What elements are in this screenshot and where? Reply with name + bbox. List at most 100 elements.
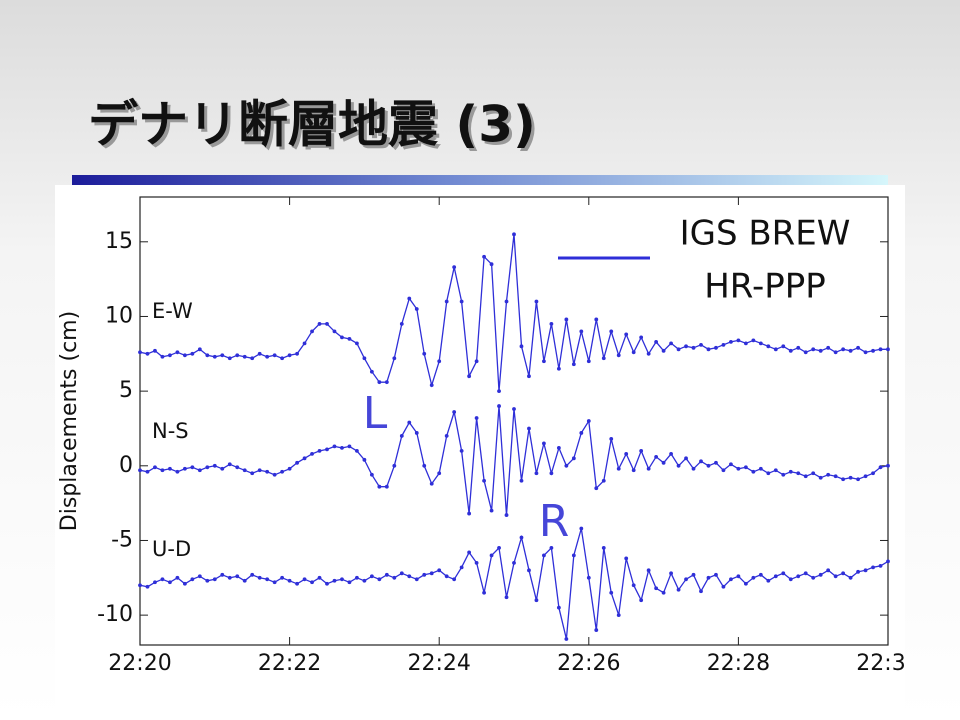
trace-point bbox=[347, 444, 352, 449]
trace-point bbox=[833, 350, 838, 355]
trace-point bbox=[571, 362, 576, 367]
trace-point bbox=[399, 322, 404, 326]
trace-point bbox=[549, 471, 554, 476]
trace-point bbox=[684, 344, 688, 349]
trace-point bbox=[803, 474, 808, 479]
trace-point bbox=[594, 628, 599, 632]
trace-point bbox=[325, 581, 329, 586]
trace-point bbox=[781, 472, 786, 477]
trace-point bbox=[459, 448, 464, 453]
trace-point bbox=[848, 475, 853, 480]
trace-point bbox=[310, 329, 314, 334]
trace-point bbox=[310, 580, 314, 585]
trace-point bbox=[639, 598, 644, 603]
trace-point bbox=[182, 581, 187, 586]
trace-point bbox=[886, 559, 890, 564]
trace-point bbox=[160, 354, 165, 359]
trace-point bbox=[497, 404, 501, 408]
trace-point bbox=[549, 322, 554, 326]
legend-label: HR-PPP bbox=[704, 267, 826, 307]
trace-point bbox=[355, 575, 359, 580]
trace-point bbox=[168, 580, 172, 585]
trace-point bbox=[788, 348, 793, 353]
trace-point bbox=[153, 580, 157, 585]
trace-point bbox=[235, 465, 240, 470]
trace-point bbox=[841, 347, 846, 352]
trace-point bbox=[616, 353, 621, 358]
trace-point bbox=[833, 574, 838, 579]
trace-point bbox=[841, 571, 846, 576]
trace-point bbox=[414, 431, 419, 435]
trace-point bbox=[863, 568, 868, 573]
trace-point bbox=[205, 465, 210, 470]
trace-point bbox=[684, 456, 688, 461]
trace-point bbox=[751, 338, 756, 343]
x-tick-label: 22:30 bbox=[856, 651, 919, 676]
legend-label: IGS BREW bbox=[680, 214, 851, 254]
x-tick-label: 22:22 bbox=[258, 651, 321, 676]
trace-point bbox=[811, 575, 816, 580]
trace-point bbox=[773, 347, 778, 352]
trace-point bbox=[414, 307, 419, 311]
trace-point bbox=[609, 590, 614, 595]
trace-point bbox=[175, 469, 180, 474]
trace-point bbox=[871, 471, 875, 476]
trace-point bbox=[384, 380, 389, 385]
trace-point bbox=[212, 354, 217, 359]
trace-point bbox=[197, 468, 202, 473]
trace-point bbox=[848, 348, 853, 353]
trace-point bbox=[242, 578, 247, 583]
trace-point bbox=[691, 345, 696, 350]
trace-point bbox=[302, 456, 307, 461]
trace-point bbox=[362, 457, 367, 462]
trace-point bbox=[639, 448, 644, 453]
trace-point bbox=[504, 595, 509, 600]
trace-point bbox=[878, 465, 883, 470]
trace-point bbox=[489, 262, 494, 267]
y-axis-label: Displacements (cm) bbox=[57, 311, 82, 531]
trace-point bbox=[474, 359, 479, 364]
trace-point bbox=[654, 586, 659, 591]
trace-point bbox=[265, 469, 270, 474]
title-underline bbox=[72, 175, 888, 185]
trace-point bbox=[474, 416, 479, 420]
trace-point bbox=[325, 447, 329, 452]
trace-point bbox=[474, 560, 479, 565]
trace-point bbox=[287, 353, 292, 358]
trace-point bbox=[803, 350, 808, 355]
trace-point bbox=[175, 575, 180, 580]
trace-point bbox=[362, 356, 367, 361]
trace-point bbox=[182, 353, 187, 358]
trace-point bbox=[332, 578, 337, 583]
trace-point bbox=[504, 299, 509, 304]
trace-point bbox=[863, 350, 868, 355]
trace-point bbox=[197, 347, 202, 352]
trace-point bbox=[332, 444, 337, 449]
trace-point bbox=[422, 351, 427, 356]
chart-background bbox=[55, 185, 905, 720]
trace-point bbox=[429, 571, 434, 576]
trace-point bbox=[227, 462, 232, 467]
trace-point bbox=[811, 347, 816, 352]
trace-point bbox=[332, 329, 337, 334]
trace-point bbox=[459, 565, 464, 570]
trace-point bbox=[257, 351, 262, 356]
trace-point bbox=[661, 590, 666, 595]
trace-point bbox=[437, 359, 442, 364]
trace-point bbox=[758, 466, 763, 471]
trace-point bbox=[459, 299, 464, 304]
trace-point bbox=[856, 569, 860, 574]
trace-point bbox=[751, 575, 756, 580]
trace-point bbox=[497, 546, 501, 550]
trace-point bbox=[818, 572, 823, 577]
trace-point bbox=[624, 556, 629, 561]
y-tick-label: 15 bbox=[105, 229, 133, 254]
trace-point bbox=[512, 560, 516, 565]
trace-point bbox=[609, 329, 614, 334]
trace-point bbox=[788, 577, 793, 582]
trace-point bbox=[280, 469, 285, 474]
trace-point bbox=[369, 472, 374, 477]
x-tick-label: 22:28 bbox=[707, 651, 770, 676]
trace-point bbox=[736, 338, 741, 343]
trace-point bbox=[444, 434, 449, 438]
